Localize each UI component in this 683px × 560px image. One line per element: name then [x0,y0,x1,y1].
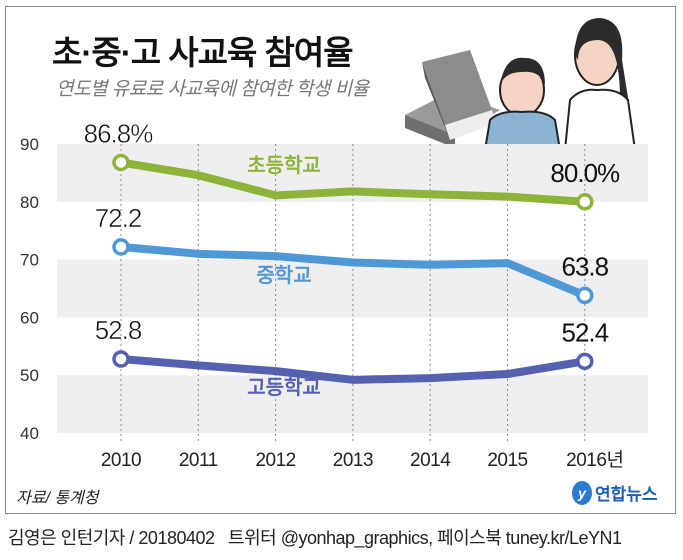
source-label: 자료/ 통계청 [16,490,99,507]
y-tick-label: 40 [20,424,39,443]
series-label: 고등학교 [247,376,321,399]
y-tick-label: 80 [20,193,39,212]
data-label-last: 80.0% [550,158,620,188]
girl-student-icon [563,18,637,150]
data-point-marker [112,350,130,368]
x-tick-label: 2015 [487,450,527,471]
x-tick-label: 2012 [255,450,295,471]
series-line-0 [120,158,586,206]
data-label-first: 72.2 [95,203,142,233]
data-point-marker [112,153,130,172]
data-label-first: 52.8 [95,315,142,345]
infographic-frame [5,6,676,514]
x-tick-label: 2011 [179,450,218,471]
credit-line: 김영은 인턴기자 / 20180402 트위터 @yonhap_graphics… [8,528,622,548]
line-chart: 40 50 60 70 80 90 2010 2011 2012 2013 2014 2015 2016… [20,118,648,471]
x-tick-label: 2010 [101,450,141,471]
yonhap-logo: y 연합뉴스 [572,480,658,505]
students-books-illustration [405,18,637,150]
data-label-last: 52.4 [561,317,608,347]
series-label: 중학교 [256,264,311,287]
x-tick-label: 2014 [410,450,451,471]
series-line-2 [120,355,586,384]
x-tick-label: 2016년 [566,449,623,471]
series-line-1 [120,242,587,300]
boy-student-icon [483,57,562,150]
y-tick-label: 60 [20,308,39,327]
y-tick-label: 90 [20,135,39,154]
data-point-marker [576,352,594,371]
data-point-marker [576,286,594,305]
page-title: 초·중·고 사교육 참여율 [52,34,354,71]
yonhap-logo-icon: y [572,480,592,505]
books-icon [405,50,500,148]
y-tick-label: 70 [20,251,39,270]
y-tick-label: 50 [20,366,39,385]
data-point-marker [112,238,130,256]
x-tick-label: 2013 [333,450,373,471]
data-label-first: 86.8% [84,118,154,148]
data-point-marker [576,193,594,211]
page-subtitle: 연도별 유료로 사교육에 참여한 학생 비율 [56,79,369,100]
data-label-last: 63.8 [561,251,608,281]
logo-text: 연합뉴스 [595,485,658,504]
series-label: 초등학교 [247,154,321,177]
